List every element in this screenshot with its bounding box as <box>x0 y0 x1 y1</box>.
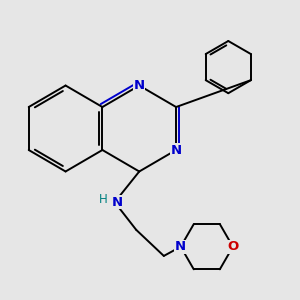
Text: N: N <box>134 79 145 92</box>
Text: H: H <box>99 193 107 206</box>
Text: N: N <box>175 240 186 253</box>
Text: O: O <box>227 240 239 253</box>
Text: N: N <box>170 143 182 157</box>
Text: N: N <box>112 196 123 209</box>
